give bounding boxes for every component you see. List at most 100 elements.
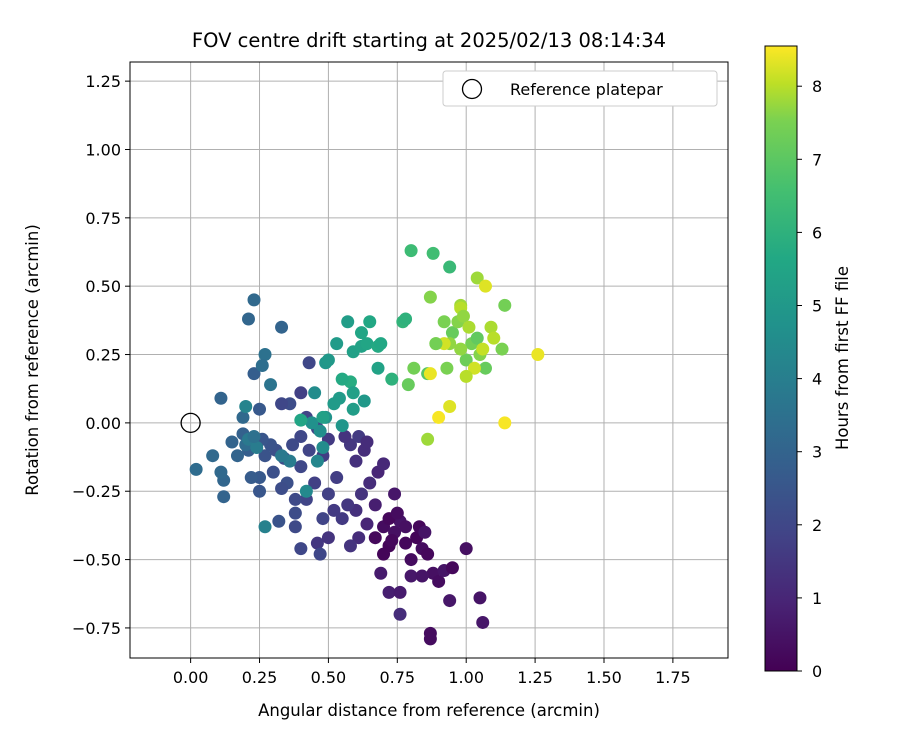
data-point: [454, 342, 468, 356]
y-tick-label: 0.75: [85, 209, 121, 228]
reference-platepar-marker: [180, 412, 201, 434]
data-point: [404, 569, 418, 583]
data-point: [305, 416, 319, 430]
legend-marker-reference: [461, 78, 483, 100]
data-point: [258, 348, 272, 362]
data-point: [321, 531, 335, 545]
data-point: [341, 315, 355, 329]
data-point: [478, 279, 492, 293]
data-point: [363, 315, 377, 329]
data-point: [206, 449, 220, 463]
data-point: [330, 337, 344, 351]
data-point: [247, 293, 261, 307]
data-point: [275, 481, 289, 495]
data-point: [443, 594, 457, 608]
x-tick-label: 0.75: [379, 668, 415, 687]
data-point: [327, 397, 341, 411]
data-point: [341, 498, 355, 512]
colorbar-tick-label: 7: [812, 150, 822, 169]
data-point: [363, 476, 377, 490]
data-point: [531, 348, 545, 362]
y-tick-label: −0.25: [72, 482, 121, 501]
data-point: [495, 342, 509, 356]
data-point: [294, 413, 308, 427]
data-point: [225, 435, 239, 449]
colorbar: 0 1 2 3 4 5 6 7 8 Hours from first FF file: [764, 45, 852, 681]
colorbar-label: Hours from first FF file: [833, 266, 852, 450]
data-point: [374, 337, 388, 351]
data-point: [321, 487, 335, 501]
data-point: [385, 533, 399, 547]
data-point: [357, 394, 371, 408]
data-point: [244, 471, 258, 485]
data-point: [399, 520, 413, 534]
data-point: [404, 244, 418, 258]
data-point: [429, 337, 443, 351]
y-axis-label: Rotation from reference (arcmin): [23, 224, 42, 496]
data-point: [462, 320, 476, 334]
data-point: [308, 386, 322, 400]
data-point: [302, 443, 316, 457]
data-point: [374, 566, 388, 580]
data-point: [470, 331, 484, 345]
data-point: [239, 399, 253, 413]
data-point: [423, 290, 437, 304]
data-point: [346, 402, 360, 416]
y-tick-label: 0.25: [85, 346, 121, 365]
data-point: [214, 391, 228, 405]
data-point: [443, 260, 457, 274]
chart-title: FOV centre drift starting at 2025/02/13 …: [192, 29, 666, 52]
data-point: [456, 309, 470, 323]
data-point: [393, 607, 407, 621]
data-point: [316, 440, 330, 454]
data-point: [354, 487, 368, 501]
data-point: [275, 320, 289, 334]
data-point: [360, 435, 374, 449]
data-point: [445, 326, 459, 340]
x-axis-ticks: 0.00 0.25 0.50 0.75 1.00 1.25 1.50 1.75: [173, 658, 691, 687]
plot-area: 0.00 0.25 0.50 0.75 1.00 1.25 1.50 1.75 −0.75−0…: [72, 61, 729, 687]
data-point: [335, 512, 349, 526]
data-point: [423, 632, 437, 646]
y-axis-ticks: −0.75 −0.50 −0.25 0.00 0.25 0.50 0.75 1.00 1.25: [72, 72, 130, 638]
data-point: [316, 410, 330, 424]
data-point: [421, 547, 435, 561]
data-point: [272, 514, 286, 528]
data-point: [258, 520, 272, 534]
data-point: [266, 465, 280, 479]
data-point: [343, 539, 357, 553]
data-point: [330, 471, 344, 485]
data-point: [418, 525, 432, 539]
data-points: [189, 244, 545, 646]
colorbar-tick-label: 8: [812, 77, 822, 96]
data-point: [313, 424, 327, 438]
data-point: [313, 547, 327, 561]
data-point: [440, 361, 454, 375]
x-tick-label: 1.50: [586, 668, 622, 687]
data-point: [432, 410, 446, 424]
colorbar-tick-label: 2: [812, 516, 822, 535]
data-point: [404, 553, 418, 567]
data-point: [377, 547, 391, 561]
data-point: [308, 476, 322, 490]
y-tick-label: −0.75: [72, 619, 121, 638]
data-point: [302, 356, 316, 370]
data-point: [299, 484, 313, 498]
data-point: [426, 246, 440, 260]
colorbar-tick-label: 1: [812, 589, 822, 608]
data-point: [349, 454, 363, 468]
data-point: [275, 397, 289, 411]
legend-box: [442, 70, 718, 107]
colorbar-tick-label: 5: [812, 297, 822, 316]
data-point: [286, 438, 300, 452]
data-point: [335, 372, 349, 386]
legend-label-reference: Reference platepar: [510, 80, 663, 99]
data-point: [382, 585, 396, 599]
data-point: [390, 506, 404, 520]
y-tick-label: 0.00: [85, 414, 121, 433]
data-point: [368, 498, 382, 512]
x-tick-label: 1.25: [517, 668, 553, 687]
data-point: [214, 465, 228, 479]
y-tick-label: 1.00: [85, 140, 121, 159]
data-point: [346, 386, 360, 400]
